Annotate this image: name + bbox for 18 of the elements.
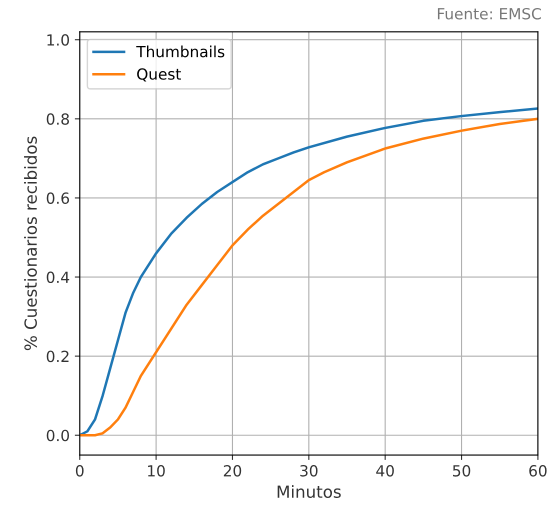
x-tick-label: 10	[148, 465, 165, 477]
y-tick-label: 0.4	[46, 272, 70, 284]
x-tick-label: 0	[76, 465, 84, 477]
source-note: Fuente: EMSC	[438, 8, 541, 20]
x-axis-title: Minutos	[278, 485, 341, 498]
y-axis-title: % Cuestionarios recibidos	[24, 136, 37, 350]
x-tick-label: 50	[453, 465, 470, 477]
y-tick-label: 0.2	[46, 350, 68, 362]
x-tick-label: 30	[300, 465, 318, 477]
x-tick-label: 60	[529, 465, 547, 477]
y-tick-label: 0.8	[46, 113, 69, 125]
y-tick-label: 0.6	[46, 192, 70, 204]
y-tick-label: 0.0	[46, 430, 70, 442]
x-tick-label: 40	[376, 465, 394, 477]
legend-label: Thumbnails	[136, 46, 224, 58]
y-tick-label: 1.0	[47, 34, 70, 46]
x-tick-label: 20	[224, 465, 242, 477]
legend-label: Quest	[137, 68, 181, 82]
